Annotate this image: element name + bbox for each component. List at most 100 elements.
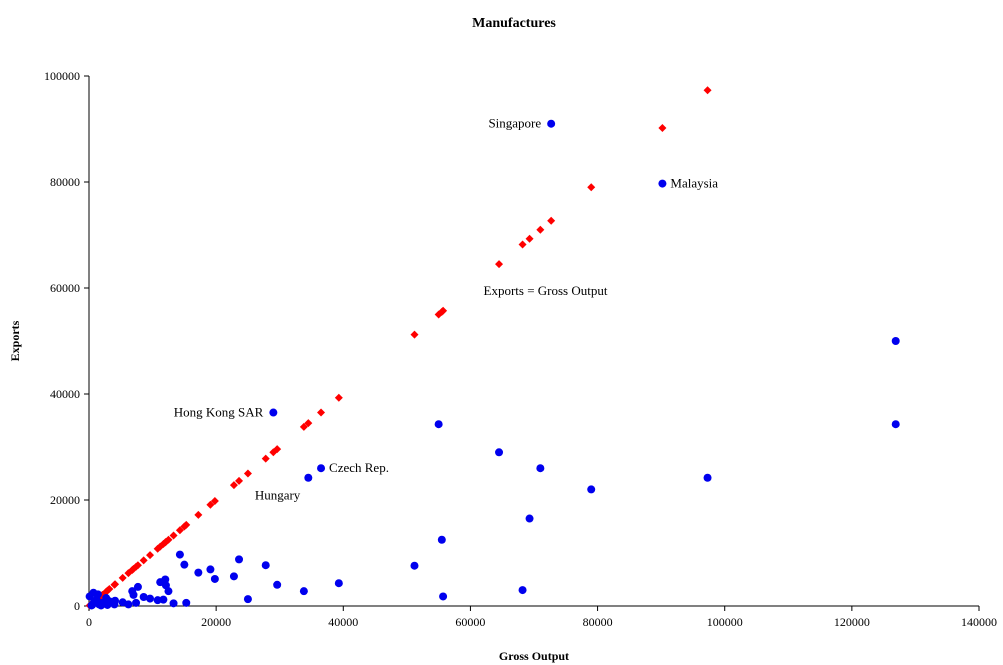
annotation-label: Malaysia bbox=[670, 176, 718, 191]
country-point bbox=[334, 579, 343, 588]
chart-title: Manufactures bbox=[472, 16, 556, 31]
country-series bbox=[85, 119, 900, 610]
equality-point bbox=[518, 240, 527, 249]
equality-point bbox=[210, 497, 219, 506]
equality-point bbox=[299, 422, 308, 431]
equality-point bbox=[243, 469, 252, 478]
equality-point bbox=[547, 216, 556, 225]
country-point bbox=[304, 473, 313, 482]
country-point bbox=[437, 535, 446, 544]
equality-line-series bbox=[85, 86, 712, 610]
country-point bbox=[169, 599, 178, 608]
x-tick-label: 100000 bbox=[707, 615, 743, 629]
country-point bbox=[124, 600, 133, 609]
country-point bbox=[703, 473, 712, 482]
country-point bbox=[439, 592, 448, 601]
x-tick-label: 20000 bbox=[201, 615, 231, 629]
country-point bbox=[132, 598, 141, 607]
x-axis-label: Gross Output bbox=[499, 649, 569, 663]
x-tick-label: 40000 bbox=[328, 615, 358, 629]
country-point bbox=[182, 598, 191, 607]
x-tick-label: 120000 bbox=[834, 615, 870, 629]
country-point bbox=[210, 574, 219, 583]
x-tick-label: 80000 bbox=[583, 615, 613, 629]
annotation-label: Hungary bbox=[255, 488, 301, 503]
country-point bbox=[133, 582, 142, 591]
country-point bbox=[410, 561, 419, 570]
country-point bbox=[547, 119, 556, 128]
equality-point bbox=[118, 573, 127, 582]
country-point bbox=[525, 514, 534, 523]
country-point bbox=[103, 600, 112, 609]
country-point bbox=[273, 580, 282, 589]
country-point bbox=[110, 600, 119, 609]
country-point bbox=[261, 561, 270, 570]
equality-point bbox=[235, 476, 244, 485]
equality-point bbox=[269, 448, 278, 457]
annotations: Singapore Malaysia Hong Kong SAR Czech Rep.… bbox=[174, 116, 719, 503]
x-tick-label: 60000 bbox=[455, 615, 485, 629]
equality-point bbox=[175, 526, 184, 535]
equality-point bbox=[410, 330, 419, 339]
annotation-label: Czech Rep. bbox=[329, 460, 389, 475]
equality-point bbox=[110, 580, 119, 589]
country-point bbox=[518, 586, 527, 595]
equality-point bbox=[525, 234, 534, 243]
country-point bbox=[587, 485, 596, 494]
y-tick-label: 80000 bbox=[50, 175, 80, 189]
equality-point bbox=[703, 86, 712, 95]
country-point bbox=[299, 587, 308, 596]
equality-point bbox=[146, 551, 155, 560]
equality-point bbox=[536, 225, 545, 234]
equality-point bbox=[169, 531, 178, 540]
country-point bbox=[495, 448, 504, 457]
equality-point bbox=[317, 408, 326, 417]
y-axis-label: Exports bbox=[8, 320, 22, 361]
y-tick-label: 20000 bbox=[50, 493, 80, 507]
annotation-label: Singapore bbox=[488, 116, 541, 131]
x-tick-label: 0 bbox=[86, 615, 92, 629]
country-point bbox=[434, 420, 443, 429]
country-point bbox=[175, 550, 184, 559]
country-point bbox=[97, 601, 106, 610]
equality-point bbox=[334, 393, 343, 402]
equality-point bbox=[194, 510, 203, 519]
country-point bbox=[194, 568, 203, 577]
country-point bbox=[88, 600, 97, 609]
annotation-label: Hong Kong SAR bbox=[174, 405, 264, 420]
y-tick-label: 100000 bbox=[44, 69, 80, 83]
country-point bbox=[153, 596, 162, 605]
equality-point bbox=[180, 522, 189, 531]
equality-point bbox=[304, 419, 313, 428]
country-point bbox=[658, 179, 667, 188]
y-tick-label: 60000 bbox=[50, 281, 80, 295]
country-point bbox=[235, 555, 244, 564]
country-point bbox=[891, 337, 900, 345]
equality-point bbox=[229, 481, 238, 490]
country-point bbox=[139, 592, 148, 601]
country-point bbox=[206, 565, 215, 574]
equality-point bbox=[206, 500, 215, 509]
equality-point bbox=[153, 544, 162, 553]
country-point bbox=[146, 594, 155, 603]
country-point bbox=[891, 420, 900, 429]
country-point bbox=[243, 595, 252, 604]
country-point bbox=[269, 408, 278, 417]
country-point bbox=[164, 587, 173, 596]
y-tick-label: 40000 bbox=[50, 387, 80, 401]
equality-point bbox=[587, 183, 596, 192]
country-point bbox=[85, 592, 94, 601]
country-point bbox=[180, 560, 189, 569]
equality-point bbox=[139, 556, 148, 565]
equality-point bbox=[658, 123, 667, 132]
country-point bbox=[536, 464, 545, 473]
annotation-label: Exports = Gross Output bbox=[484, 283, 608, 298]
country-point bbox=[129, 590, 138, 599]
country-point bbox=[159, 595, 168, 604]
equality-point bbox=[434, 310, 443, 319]
country-point bbox=[317, 464, 326, 473]
country-point bbox=[229, 572, 238, 581]
x-tick-label: 140000 bbox=[961, 615, 997, 629]
equality-point bbox=[495, 260, 504, 269]
